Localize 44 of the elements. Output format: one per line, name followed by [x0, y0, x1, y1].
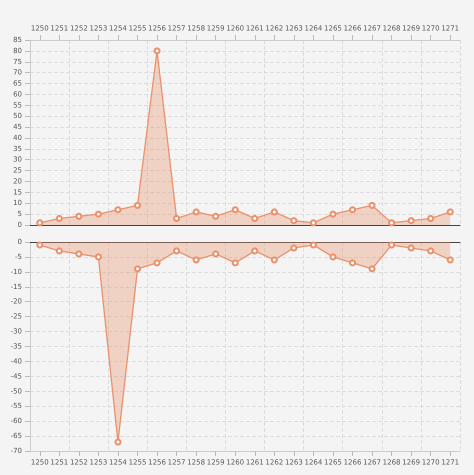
- point: [154, 47, 161, 54]
- point: [114, 438, 122, 446]
- point: [270, 208, 278, 216]
- point: [408, 217, 415, 224]
- point: [270, 256, 278, 264]
- point: [94, 210, 102, 218]
- point: [446, 256, 454, 264]
- point: [310, 241, 317, 248]
- point: [427, 247, 434, 254]
- point: [212, 250, 220, 258]
- point: [251, 247, 258, 254]
- point: [192, 256, 200, 264]
- point: [427, 214, 434, 222]
- point: [232, 259, 239, 266]
- point: [56, 247, 63, 254]
- point: [114, 206, 122, 214]
- point: [349, 206, 356, 214]
- point: [251, 214, 258, 222]
- point: [310, 219, 317, 226]
- point: [56, 214, 63, 222]
- point: [173, 247, 180, 254]
- point: [154, 259, 161, 266]
- point: [75, 212, 82, 220]
- point: [212, 212, 220, 220]
- point: [446, 208, 454, 216]
- point: [329, 253, 336, 260]
- point: [36, 219, 44, 226]
- point: [94, 253, 102, 260]
- point: [232, 206, 239, 214]
- point: [368, 265, 376, 272]
- point: [408, 244, 415, 252]
- point: [329, 210, 336, 218]
- point: [134, 202, 141, 209]
- point: [192, 208, 200, 216]
- point: [388, 219, 396, 226]
- point: [368, 202, 376, 209]
- point: [36, 241, 44, 248]
- point: [173, 214, 180, 222]
- point: [388, 241, 396, 248]
- point: [349, 259, 356, 266]
- point: [290, 217, 298, 224]
- point: [290, 244, 298, 252]
- point: [75, 250, 82, 258]
- point: [134, 265, 141, 272]
